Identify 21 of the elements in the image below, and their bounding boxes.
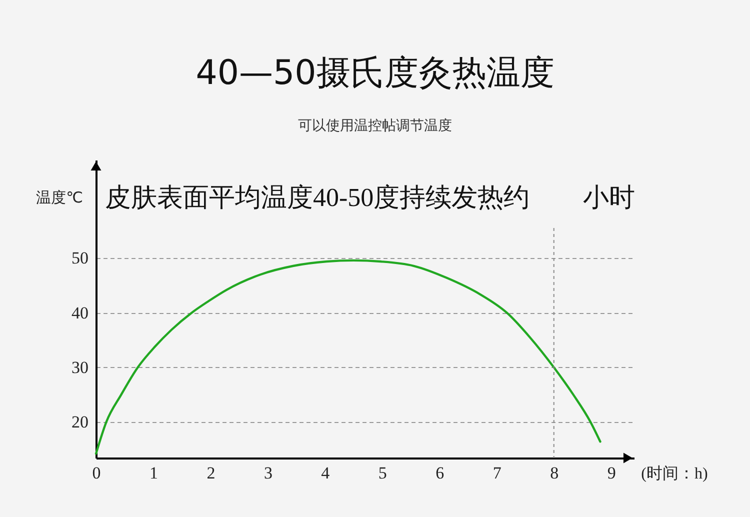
x-tick-label: 5 xyxy=(378,464,387,482)
x-tick-label: 9 xyxy=(607,464,616,482)
line-series xyxy=(94,259,602,455)
annotation: 皮肤表面平均温度40-50度持续发热约 xyxy=(105,183,530,212)
y-axis-title: 温度℃ xyxy=(36,188,83,206)
chart-subtitle: 可以使用温控帖调节温度 xyxy=(298,118,452,134)
y-tick-label: 50 xyxy=(72,248,88,268)
x-axis-title: (时间：h) xyxy=(641,464,708,482)
x-tick-label: 0 xyxy=(92,464,101,482)
x-tick-label: 4 xyxy=(321,464,330,482)
annotation: 小时 xyxy=(583,183,635,212)
y-tick-label: 30 xyxy=(72,358,88,377)
x-tick-label: 8 xyxy=(550,464,559,482)
chart-title: 40—50摄氏度灸热温度 xyxy=(196,53,554,93)
x-tick-label: 7 xyxy=(492,464,502,482)
x-tick-label: 6 xyxy=(436,464,444,482)
x-tick-label: 3 xyxy=(264,464,272,482)
y-tick-label: 40 xyxy=(72,303,88,322)
x-tick-label: 2 xyxy=(206,464,216,482)
x-tick-label: 1 xyxy=(149,464,158,482)
y-tick-label: 20 xyxy=(72,412,88,432)
